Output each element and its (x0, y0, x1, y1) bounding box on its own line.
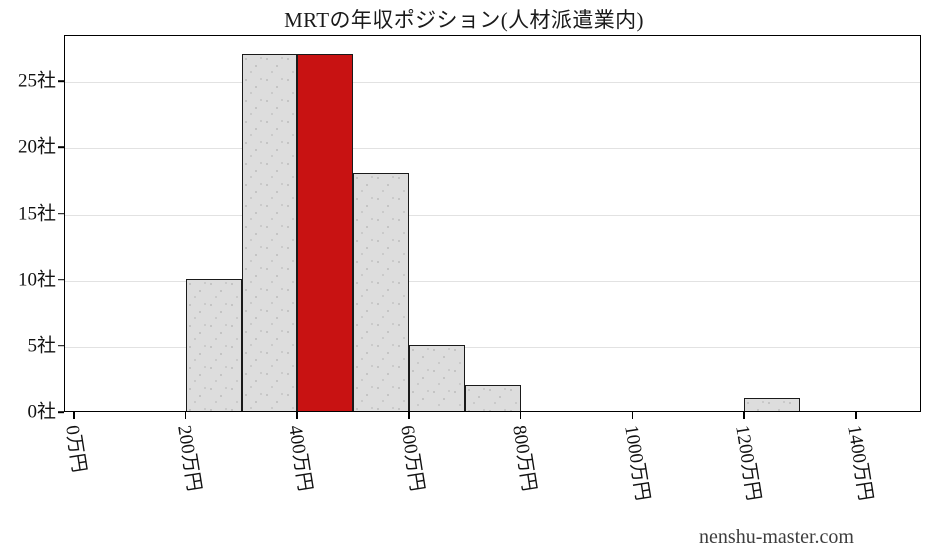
y-axis-tick-label: 15社 (17, 203, 56, 225)
y-axis-tick-label: 5社 (27, 335, 56, 357)
x-axis-tick-mark (184, 412, 187, 419)
gridline (65, 280, 920, 282)
x-axis-tick-mark (519, 412, 522, 419)
plot-area (64, 35, 921, 412)
bar (409, 344, 465, 411)
y-axis-tick-mark (58, 146, 64, 149)
y-axis-tick-label: 0社 (27, 401, 56, 423)
y-axis-tick-mark (58, 278, 64, 281)
bar (353, 172, 410, 411)
y-axis-tick-mark (58, 212, 64, 215)
x-axis-tick-label: 1400万円 (843, 423, 876, 503)
x-axis-tick-label: 600万円 (396, 423, 428, 493)
gridline (65, 346, 920, 348)
x-axis-tick-mark (408, 412, 410, 419)
x-axis-tick-mark (743, 412, 745, 419)
x-axis-tick-mark (296, 412, 299, 419)
y-axis-tick-label: 20社 (17, 136, 56, 158)
x-axis-tick-mark (73, 412, 75, 419)
x-axis-tick-mark (855, 412, 857, 419)
x-axis-tick-label: 800万円 (508, 423, 540, 493)
chart-title: MRTの年収ポジション(人材派遣業内) (284, 8, 644, 32)
y-axis-tick-label: 25社 (17, 70, 56, 92)
bar (744, 397, 801, 411)
y-axis-tick-label: 10社 (17, 269, 56, 291)
x-axis-tick-label: 1000万円 (619, 423, 653, 503)
y-axis-tick-mark (58, 345, 64, 347)
bar (185, 278, 242, 411)
y-axis-label-group: 0社 5社 10社 15社 20社 25社 (0, 0, 56, 557)
gridline (65, 82, 920, 84)
bar-highlighted (297, 53, 354, 411)
bar-series (65, 36, 920, 411)
y-axis-tick-mark (58, 80, 64, 83)
x-axis-tick-label: 400万円 (284, 423, 316, 493)
x-axis-tick-label: 1200万円 (731, 423, 765, 503)
x-axis-tick-label: 0万円 (61, 423, 90, 475)
bar (465, 384, 521, 411)
y-axis-tick-mark (58, 411, 64, 413)
x-axis-tick-mark (631, 412, 634, 419)
x-axis-tick-label: 200万円 (172, 423, 205, 493)
site-watermark: nenshu-master.com (699, 526, 854, 548)
gridline (65, 214, 920, 216)
gridline (65, 148, 920, 150)
bar (241, 53, 298, 411)
